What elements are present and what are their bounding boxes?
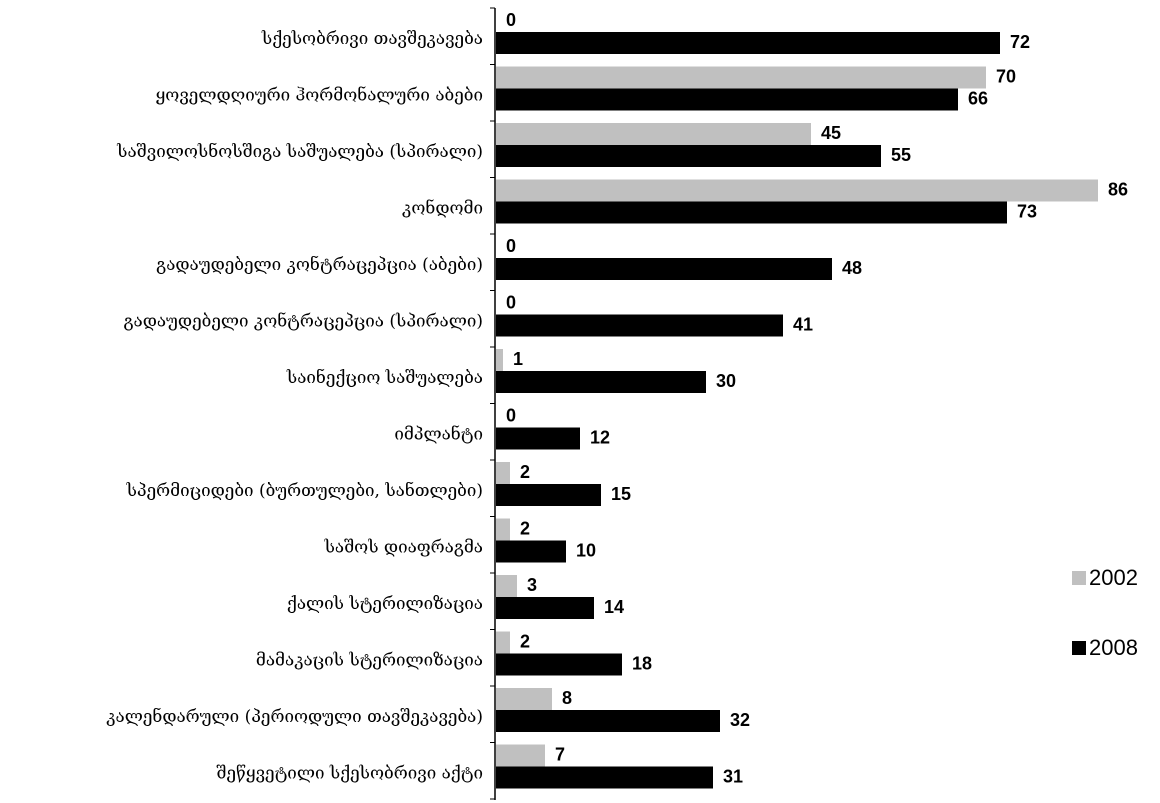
bar-2008 (496, 88, 958, 111)
bar-2008 (496, 484, 601, 506)
legend-label-2002: 2002 (1089, 565, 1138, 590)
data-label-2008: 48 (842, 258, 862, 278)
bar-2008 (496, 597, 594, 619)
category-label: ყოველდღიური ჰორმონალური აბები (156, 86, 483, 106)
bar-2002 (496, 688, 552, 710)
category-label: გადაუდებელი კონტრაცეპცია (სპირალი) (123, 312, 483, 332)
category-label: სქესობრივი თავშეკავება (261, 29, 483, 49)
data-label-2002: 2 (520, 632, 530, 652)
bar-2002 (496, 575, 517, 597)
data-label-2002: 0 (506, 236, 516, 256)
bar-2008 (496, 766, 713, 789)
bar-2002 (496, 349, 503, 371)
bar-2008 (496, 427, 580, 450)
legend-swatch-2008 (1072, 641, 1086, 655)
data-label-2008: 55 (891, 145, 911, 165)
data-label-2002: 0 (506, 406, 516, 426)
data-label-2002: 2 (520, 462, 530, 482)
data-label-2002: 0 (506, 293, 516, 313)
data-label-2008: 41 (793, 315, 813, 335)
category-label: შეწყვეტილი სქესობრივი აქტი (216, 764, 483, 784)
data-label-2008: 30 (716, 371, 736, 391)
category-label: კალენდარული (პერიოდული თავშეკავება) (106, 707, 483, 727)
bar-2008 (496, 145, 881, 167)
data-label-2002: 45 (821, 123, 841, 143)
bar-2008 (496, 32, 1000, 54)
bar-2002 (496, 631, 510, 654)
bar-2008 (496, 540, 566, 563)
category-label: მამაკაცის სტერილიზაცია (256, 651, 483, 671)
data-label-2008: 10 (576, 541, 596, 561)
bar-2002 (496, 179, 1098, 202)
data-label-2002: 1 (513, 349, 523, 369)
data-label-2002: 70 (996, 67, 1016, 87)
bar-2002 (496, 744, 545, 767)
data-label-2008: 73 (1017, 202, 1037, 222)
bar-2008 (496, 314, 783, 337)
legend-label-2008: 2008 (1089, 635, 1138, 660)
data-label-2008: 32 (730, 710, 750, 730)
category-label: იმპლანტი (394, 425, 483, 445)
data-label-2008: 66 (968, 89, 988, 109)
data-label-2002: 0 (506, 10, 516, 30)
data-label-2002: 2 (520, 519, 530, 539)
bar-2008 (496, 258, 832, 280)
legend-swatch-2002 (1072, 571, 1086, 585)
data-label-2002: 8 (562, 688, 572, 708)
category-label: საინექციო საშუალება (286, 368, 483, 388)
data-label-2008: 18 (632, 654, 652, 674)
bar-2002 (496, 518, 510, 541)
bar-2008 (496, 710, 720, 732)
bar-2002 (496, 66, 986, 89)
bar-2002 (496, 462, 510, 484)
bar-2002 (496, 123, 811, 145)
data-label-2002: 7 (555, 745, 565, 765)
data-label-2008: 14 (604, 597, 624, 617)
bar-2008 (496, 371, 706, 393)
legend-item-2008: 2008 (1072, 630, 1138, 666)
category-label: კონდომი (402, 199, 483, 219)
data-label-2008: 15 (611, 484, 631, 504)
legend-item-2002: 2002 (1072, 560, 1138, 596)
data-label-2002: 3 (527, 575, 537, 595)
category-label: საშვილოსნოსშიგა საშუალება (სპირალი) (116, 142, 483, 162)
bar-2008 (496, 653, 622, 676)
data-label-2008: 31 (723, 767, 743, 787)
category-label: გადაუდებელი კონტრაცეპცია (აბები) (156, 255, 483, 275)
data-label-2002: 86 (1108, 180, 1128, 200)
category-label: სპერმიციდები (ბურთულები, სანთლები) (126, 481, 483, 501)
legend: 2002 2008 (1072, 560, 1138, 700)
bar-2008 (496, 201, 1007, 224)
data-label-2008: 12 (590, 428, 610, 448)
category-label: ქალის სტერილიზაცია (287, 594, 483, 614)
category-label: საშოს დიაფრაგმა (324, 538, 483, 558)
data-label-2008: 72 (1010, 32, 1030, 52)
